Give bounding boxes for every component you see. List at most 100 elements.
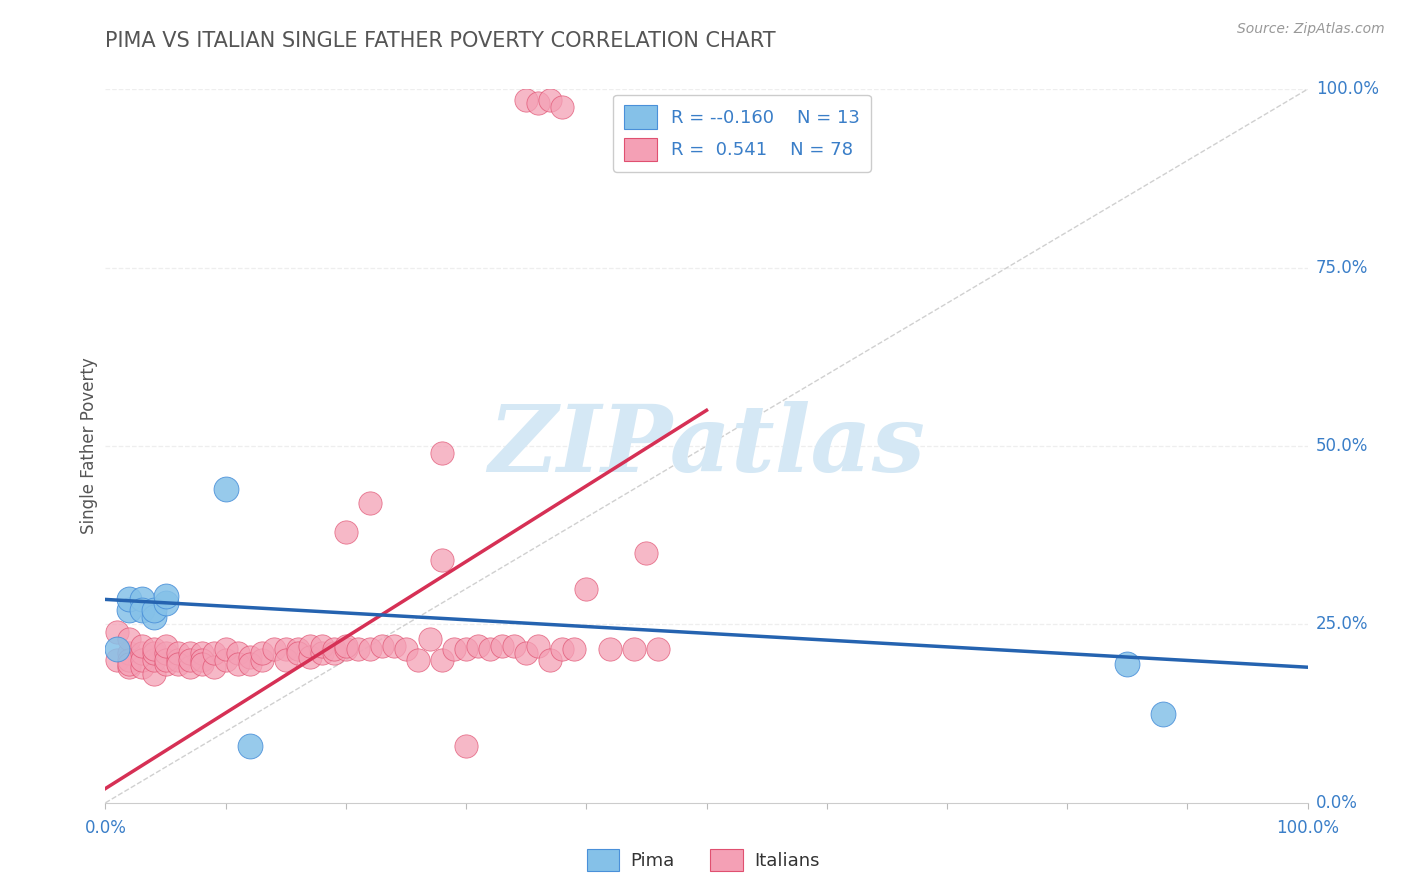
Point [395, 642, 418, 657]
Point [527, 639, 550, 653]
Point [623, 642, 645, 657]
Point [636, 546, 658, 560]
Text: 0.0%: 0.0% [84, 820, 127, 838]
Point [166, 653, 188, 667]
Point [311, 639, 333, 653]
Point [155, 589, 177, 603]
Point [131, 639, 153, 653]
Point [1116, 657, 1139, 671]
Text: 50.0%: 50.0% [1316, 437, 1368, 455]
Text: 75.0%: 75.0% [1316, 259, 1368, 277]
Point [118, 632, 141, 646]
Point [503, 639, 526, 653]
Point [1152, 706, 1174, 721]
Point [250, 653, 273, 667]
Point [298, 649, 321, 664]
Point [335, 639, 357, 653]
Point [287, 642, 309, 657]
Point [359, 642, 381, 657]
Point [107, 653, 129, 667]
Text: 25.0%: 25.0% [1316, 615, 1368, 633]
Point [419, 632, 441, 646]
Point [166, 646, 188, 660]
Point [239, 657, 262, 671]
Point [190, 653, 212, 667]
Point [226, 646, 249, 660]
Point [118, 646, 141, 660]
Point [515, 646, 537, 660]
Y-axis label: Single Father Poverty: Single Father Poverty [80, 358, 98, 534]
Point [454, 642, 477, 657]
Point [142, 667, 165, 681]
Text: 100.0%: 100.0% [1277, 820, 1339, 838]
Point [179, 653, 201, 667]
Point [118, 660, 141, 674]
Point [142, 653, 165, 667]
Text: PIMA VS ITALIAN SINGLE FATHER POVERTY CORRELATION CHART: PIMA VS ITALIAN SINGLE FATHER POVERTY CO… [105, 31, 776, 51]
Point [131, 646, 153, 660]
Point [131, 603, 153, 617]
Point [430, 553, 453, 567]
Point [118, 603, 141, 617]
Point [107, 642, 129, 657]
Point [347, 642, 370, 657]
Point [142, 646, 165, 660]
Point [250, 646, 273, 660]
Point [311, 646, 333, 660]
Point [166, 657, 188, 671]
Point [551, 100, 574, 114]
Point [479, 642, 502, 657]
Point [287, 646, 309, 660]
Point [575, 582, 598, 596]
Point [179, 646, 201, 660]
Point [647, 642, 669, 657]
Point [131, 653, 153, 667]
Point [599, 642, 621, 657]
Point [298, 639, 321, 653]
Text: 100.0%: 100.0% [1316, 80, 1379, 98]
Point [443, 642, 465, 657]
Point [214, 482, 236, 496]
Point [142, 642, 165, 657]
Point [214, 642, 236, 657]
Point [274, 642, 297, 657]
Point [430, 653, 453, 667]
Point [107, 624, 129, 639]
Point [527, 96, 550, 111]
Point [131, 660, 153, 674]
Point [202, 660, 225, 674]
Point [190, 657, 212, 671]
Point [118, 653, 141, 667]
Point [467, 639, 489, 653]
Point [179, 660, 201, 674]
Point [155, 596, 177, 610]
Point [551, 642, 574, 657]
Point [562, 642, 585, 657]
Point [214, 653, 236, 667]
Point [118, 657, 141, 671]
Text: 0.0%: 0.0% [1316, 794, 1358, 812]
Point [239, 739, 262, 753]
Point [239, 649, 262, 664]
Point [142, 610, 165, 624]
Point [454, 739, 477, 753]
Text: Source: ZipAtlas.com: Source: ZipAtlas.com [1237, 22, 1385, 37]
Point [406, 653, 429, 667]
Point [202, 646, 225, 660]
Point [190, 646, 212, 660]
Point [371, 639, 394, 653]
Point [118, 592, 141, 607]
Point [263, 642, 285, 657]
Legend: R = --0.160    N = 13, R =  0.541    N = 78: R = --0.160 N = 13, R = 0.541 N = 78 [613, 95, 870, 172]
Point [322, 646, 344, 660]
Point [155, 639, 177, 653]
Point [274, 653, 297, 667]
Point [382, 639, 405, 653]
Point [335, 642, 357, 657]
Point [430, 446, 453, 460]
Point [491, 639, 513, 653]
Point [155, 653, 177, 667]
Point [155, 646, 177, 660]
Point [538, 93, 561, 107]
Point [142, 603, 165, 617]
